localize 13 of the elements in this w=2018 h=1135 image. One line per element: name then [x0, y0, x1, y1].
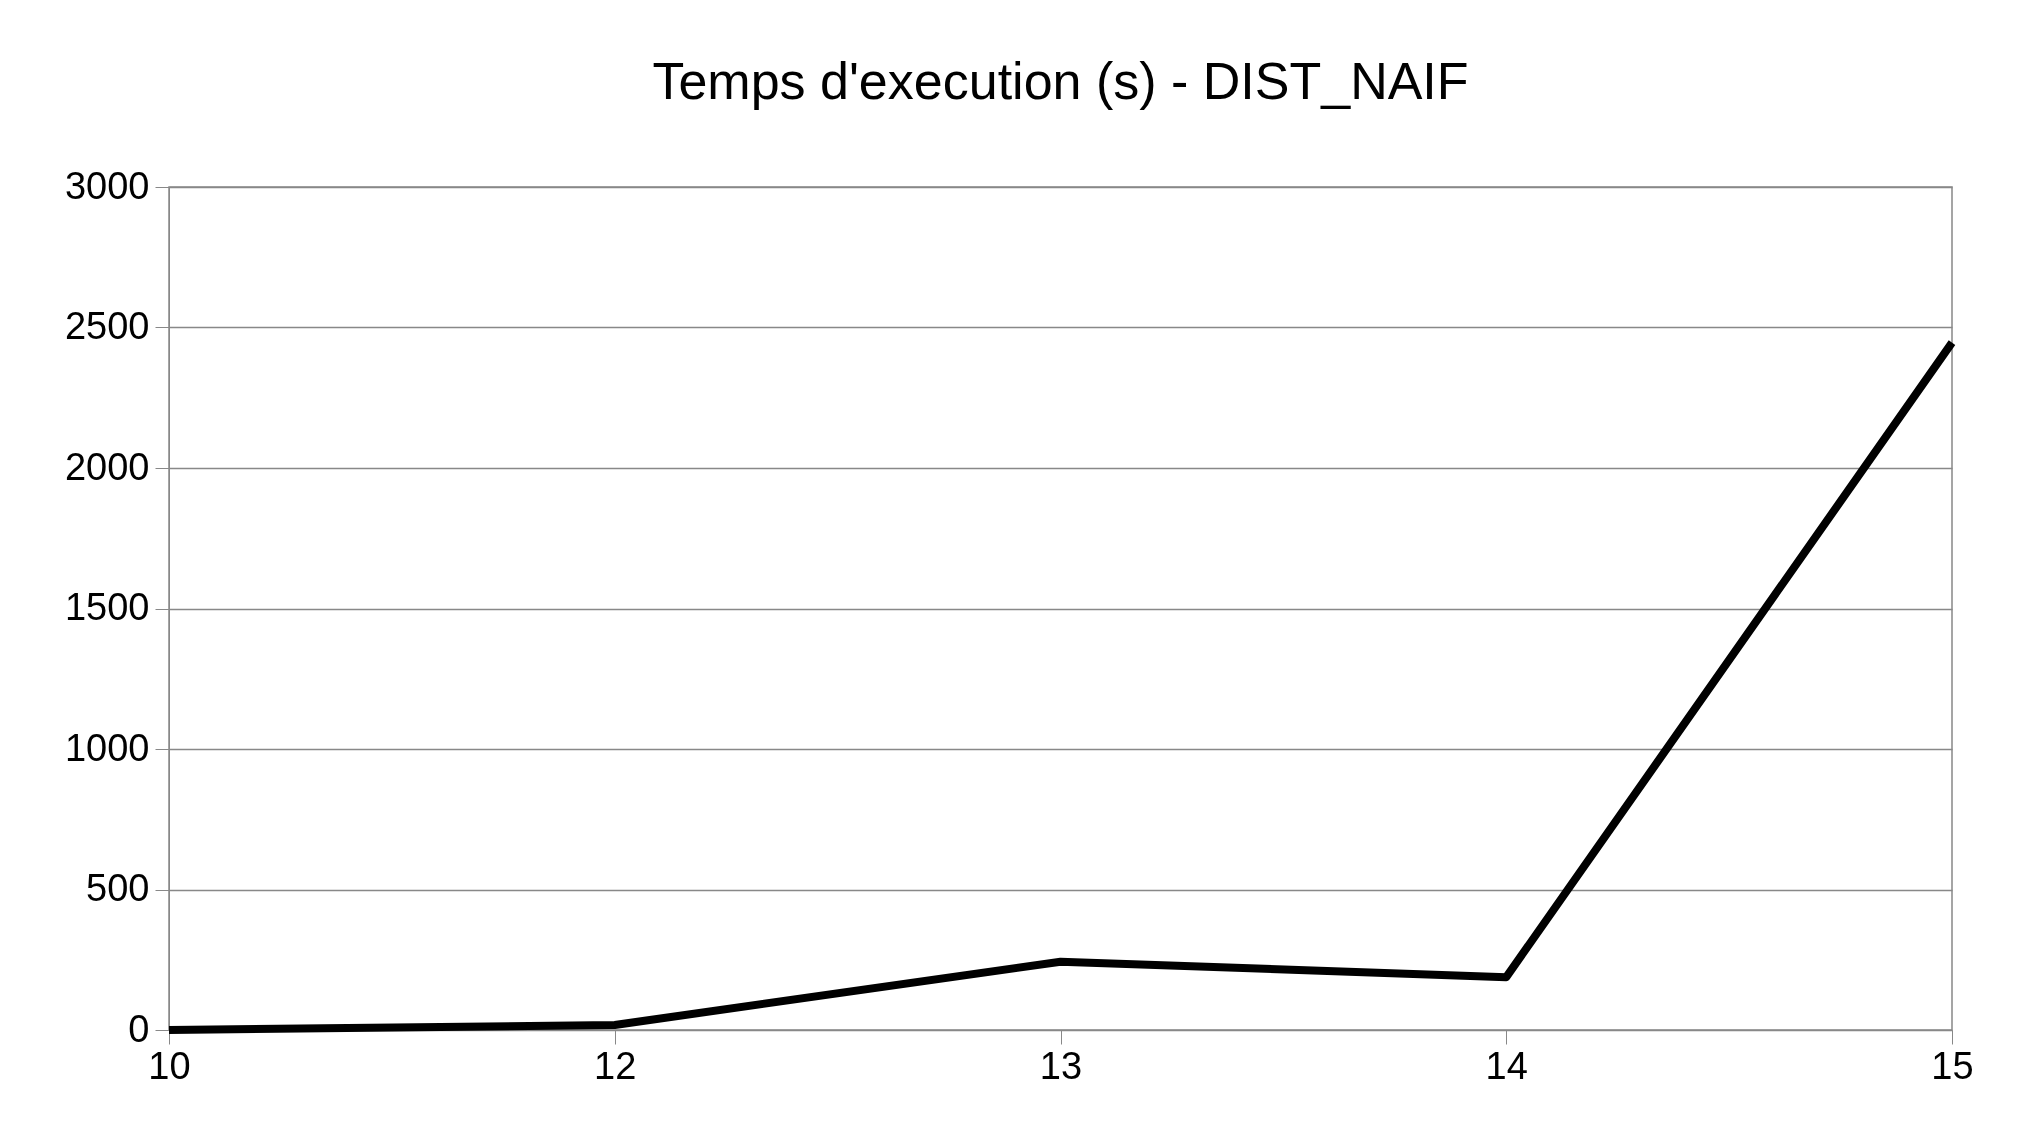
- x-tick-label: 13: [1039, 1044, 1083, 1087]
- x-tick-label: 10: [148, 1044, 191, 1087]
- y-tick-label: 2500: [64, 305, 150, 347]
- y-tick-label: 3000: [64, 164, 150, 207]
- y-tick-label: 0: [128, 1007, 150, 1050]
- y-tick-label: 2000: [64, 445, 150, 488]
- y-tick-label: 1000: [64, 726, 150, 769]
- y-tick-label: 1500: [64, 586, 150, 628]
- x-tick-label: 14: [1485, 1044, 1528, 1087]
- x-tick-label: 12: [594, 1044, 637, 1087]
- y-tick-label: 500: [86, 867, 150, 909]
- chart-title: Temps d'execution (s) - DIST_NAIF: [652, 52, 1469, 110]
- x-tick-label: 15: [1931, 1044, 1974, 1087]
